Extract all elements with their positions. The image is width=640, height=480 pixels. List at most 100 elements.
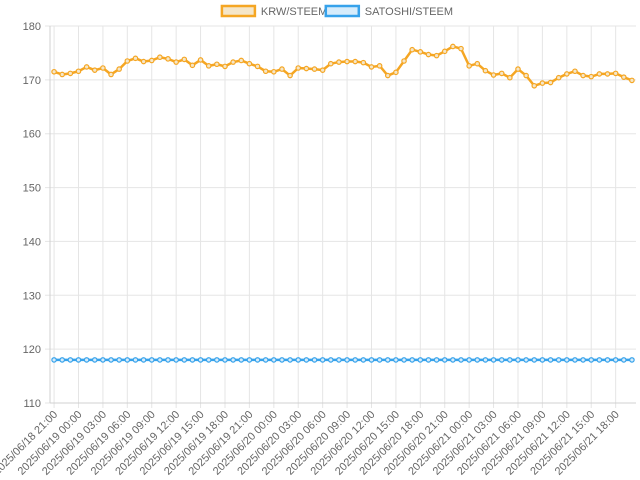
data-point[interactable] (458, 45, 464, 52)
data-point[interactable] (59, 357, 66, 363)
data-point[interactable] (515, 66, 521, 72)
data-point[interactable] (279, 66, 285, 72)
data-point[interactable] (376, 357, 383, 363)
data-point[interactable] (547, 79, 554, 86)
data-point[interactable] (140, 357, 147, 363)
data-point[interactable] (67, 357, 74, 363)
data-point[interactable] (393, 357, 399, 363)
data-point[interactable] (319, 67, 326, 73)
data-point[interactable] (352, 357, 359, 363)
data-point[interactable] (173, 357, 179, 363)
data-point[interactable] (450, 357, 456, 363)
data-point[interactable] (384, 72, 391, 79)
data-point[interactable] (458, 357, 464, 363)
data-point[interactable] (303, 65, 310, 72)
data-point[interactable] (482, 357, 489, 363)
data-point[interactable] (336, 357, 342, 363)
data-point[interactable] (262, 357, 269, 363)
data-point[interactable] (205, 63, 212, 69)
data-point[interactable] (507, 74, 513, 81)
data-point[interactable] (604, 71, 611, 77)
data-point[interactable] (279, 357, 285, 363)
data-point[interactable] (303, 357, 310, 363)
data-point[interactable] (515, 357, 521, 363)
data-point[interactable] (344, 357, 350, 363)
data-point[interactable] (51, 357, 57, 363)
data-point[interactable] (344, 58, 350, 65)
data-point[interactable] (75, 357, 82, 363)
data-point[interactable] (474, 357, 481, 363)
data-point[interactable] (311, 66, 318, 72)
data-point[interactable] (507, 357, 513, 363)
data-point[interactable] (433, 52, 440, 59)
data-point[interactable] (148, 57, 155, 64)
data-point[interactable] (555, 357, 562, 363)
data-point[interactable] (83, 64, 90, 70)
data-point[interactable] (620, 74, 627, 80)
data-point[interactable] (441, 48, 448, 55)
data-point[interactable] (539, 357, 546, 363)
data-point[interactable] (214, 61, 220, 68)
data-point[interactable] (588, 357, 595, 363)
data-point[interactable] (612, 357, 619, 363)
data-point[interactable] (620, 357, 627, 363)
data-point[interactable] (116, 66, 122, 72)
data-point[interactable] (327, 60, 334, 67)
data-point[interactable] (539, 80, 546, 86)
data-point[interactable] (580, 357, 586, 363)
data-point[interactable] (83, 357, 90, 363)
data-point[interactable] (222, 357, 228, 363)
data-point[interactable] (165, 357, 171, 363)
data-point[interactable] (490, 357, 497, 363)
data-point[interactable] (409, 46, 415, 53)
data-point[interactable] (401, 58, 407, 64)
data-point[interactable] (100, 357, 106, 363)
data-point[interactable] (197, 57, 204, 63)
data-point[interactable] (287, 357, 293, 363)
data-point[interactable] (214, 357, 220, 363)
data-point[interactable] (425, 51, 432, 58)
data-point[interactable] (132, 357, 139, 363)
data-point[interactable] (612, 70, 619, 77)
data-point[interactable] (588, 73, 595, 80)
data-point[interactable] (360, 59, 367, 66)
data-point[interactable] (490, 72, 497, 78)
data-point[interactable] (572, 68, 578, 75)
data-point[interactable] (238, 357, 245, 363)
data-point[interactable] (596, 71, 603, 77)
data-point[interactable] (441, 357, 448, 363)
data-point[interactable] (132, 55, 139, 62)
data-point[interactable] (319, 357, 326, 363)
legend-item-1[interactable]: SATOSHI/STEEM (324, 4, 453, 18)
data-point[interactable] (262, 68, 269, 75)
data-point[interactable] (368, 64, 375, 70)
data-point[interactable] (91, 357, 98, 363)
data-point[interactable] (572, 357, 578, 363)
data-point[interactable] (246, 60, 253, 67)
data-point[interactable] (466, 63, 472, 69)
data-point[interactable] (482, 67, 489, 74)
data-point[interactable] (450, 43, 456, 50)
data-point[interactable] (523, 357, 529, 363)
data-point[interactable] (140, 58, 147, 65)
data-point[interactable] (205, 357, 212, 363)
data-point[interactable] (604, 357, 611, 363)
data-point[interactable] (124, 357, 131, 363)
data-point[interactable] (100, 65, 106, 71)
data-point[interactable] (230, 357, 236, 363)
data-point[interactable] (75, 68, 82, 75)
data-point[interactable] (108, 71, 114, 78)
data-point[interactable] (173, 59, 179, 65)
data-point[interactable] (311, 357, 318, 363)
data-point[interactable] (181, 56, 188, 63)
data-point[interactable] (271, 68, 277, 75)
data-point[interactable] (181, 357, 188, 363)
data-point[interactable] (547, 357, 554, 363)
data-point[interactable] (433, 357, 440, 363)
data-point[interactable] (384, 357, 391, 363)
data-point[interactable] (564, 71, 570, 77)
data-point[interactable] (197, 357, 204, 363)
legend-item-0[interactable]: KRW/STEEM (220, 4, 327, 18)
data-point[interactable] (295, 65, 302, 71)
data-point[interactable] (148, 357, 155, 363)
